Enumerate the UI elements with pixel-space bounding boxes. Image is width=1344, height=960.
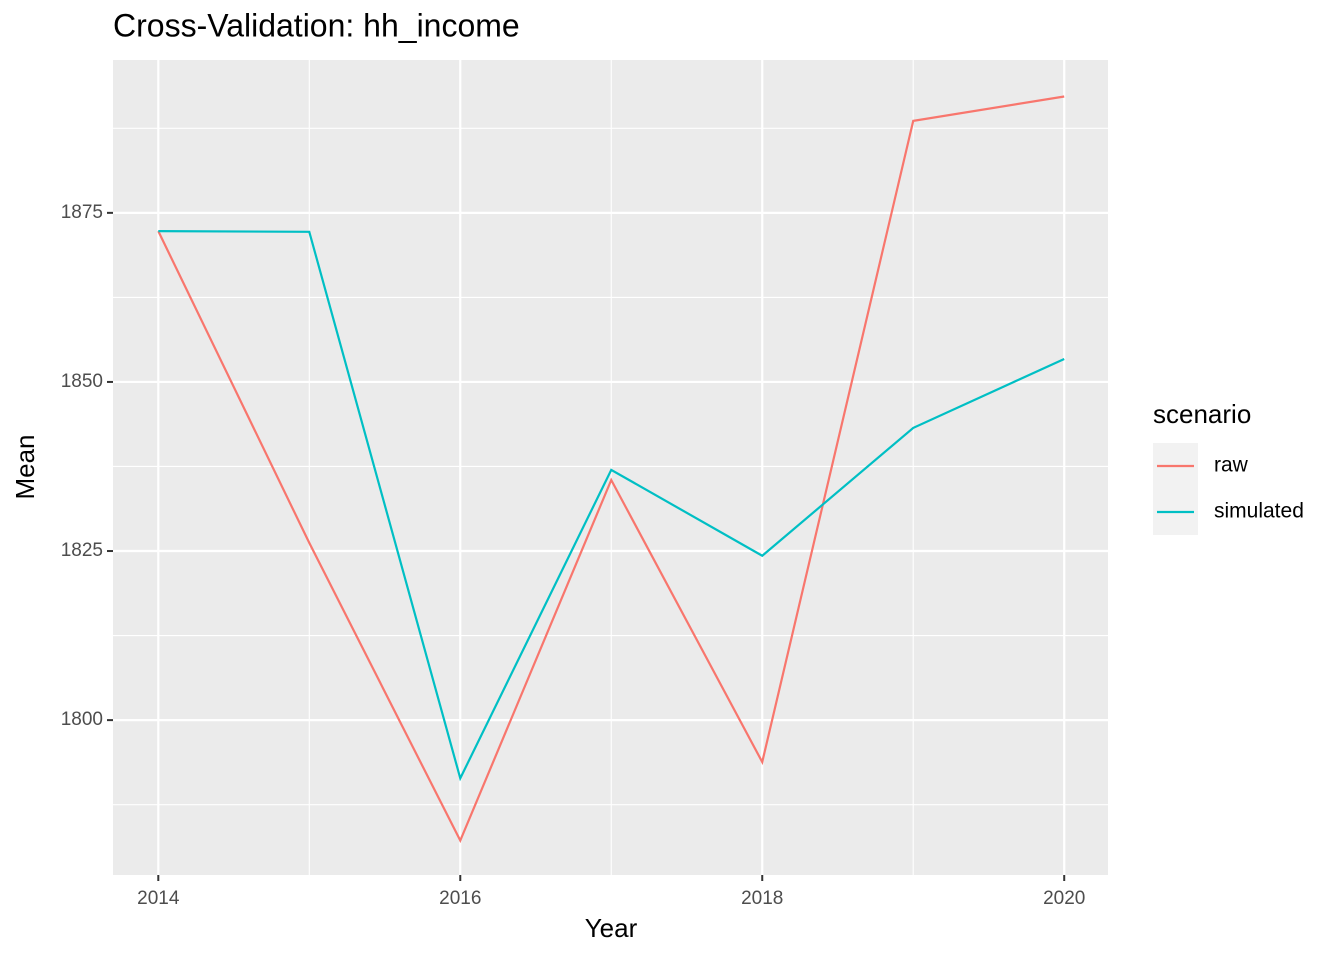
y-tick-label: 1800 <box>61 709 103 730</box>
x-tick-label: 2016 <box>439 888 481 909</box>
y-tick-label: 1875 <box>61 202 103 223</box>
y-tick-label: 1825 <box>61 540 103 561</box>
chart-title: Cross-Validation: hh_income <box>113 7 520 43</box>
y-axis-title: Mean <box>10 434 40 499</box>
x-tick-label: 2018 <box>741 888 783 909</box>
x-tick-label: 2020 <box>1043 888 1085 909</box>
x-tick-label: 2014 <box>137 888 180 909</box>
line <box>158 230 1065 782</box>
legend-label: raw <box>1214 454 1249 477</box>
x-axis-title: Year <box>585 913 638 943</box>
legend-label: simulated <box>1214 500 1304 523</box>
panel <box>113 60 1108 875</box>
legend-title: scenario <box>1153 399 1251 429</box>
y-tick-label: 1850 <box>61 371 103 392</box>
line <box>157 95 1065 844</box>
